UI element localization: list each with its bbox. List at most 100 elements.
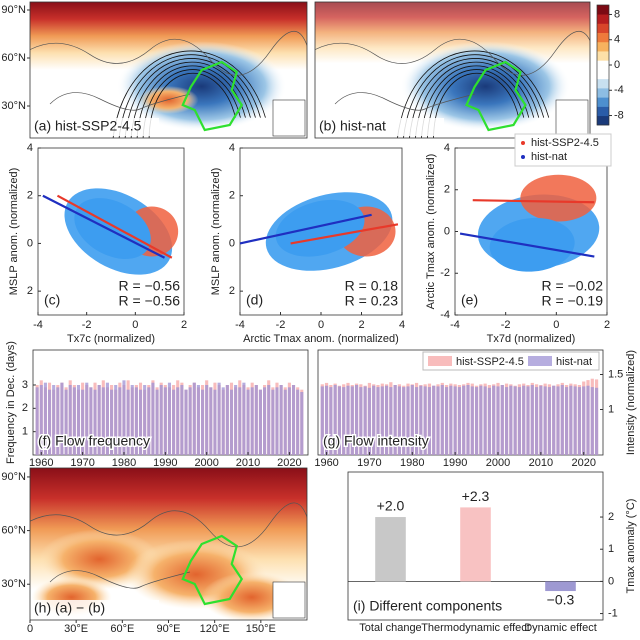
bar (509, 385, 513, 455)
x-tick-label: 2000 (194, 457, 218, 469)
bar (287, 387, 291, 455)
bar (573, 386, 577, 455)
bar (556, 386, 560, 455)
bar (410, 385, 414, 455)
y-axis-label: Arctic Tmax anom. (normalized) (425, 154, 437, 310)
regression-line (42, 194, 166, 259)
bar (534, 387, 539, 455)
bar (267, 385, 271, 455)
bar (460, 507, 491, 582)
colorbar-swatch (597, 115, 609, 126)
y-tick-label: 0 (444, 225, 450, 237)
bar (582, 386, 586, 455)
bar (196, 385, 200, 455)
region-outline (465, 60, 527, 132)
y-tick-label: 2 (22, 402, 28, 414)
x-tick-label: -2 (82, 319, 92, 331)
legend-box (422, 351, 600, 371)
bar (143, 385, 147, 455)
bar (60, 382, 64, 455)
bar (444, 387, 449, 455)
bar (363, 386, 367, 455)
y-tick-label: 2 (27, 190, 33, 202)
y-tick-label: 4 (27, 142, 33, 154)
x-tick-label: 0 (132, 319, 138, 331)
y-tick-label: 4 (229, 142, 235, 154)
bar (172, 389, 176, 455)
bar (209, 387, 213, 455)
bar (474, 387, 479, 455)
legend-label: hist-SSP2-4.5 (531, 137, 599, 149)
bar (389, 387, 393, 455)
bar (64, 389, 68, 455)
x-tick-label: 30°E (64, 623, 88, 635)
bar (246, 389, 250, 455)
y-tick-label: 30°N (1, 578, 26, 590)
bar (479, 385, 483, 455)
x-tick-label: 2010 (236, 457, 260, 469)
bar (545, 581, 576, 592)
contour (136, 65, 246, 138)
r-annotation: R = −0.56 (119, 278, 181, 294)
y-tick-label: 1.5 (608, 368, 623, 380)
bar (151, 382, 155, 455)
bar (200, 389, 205, 455)
x-tick-label: Dynamic effect (524, 622, 597, 634)
panel-label: (d) (246, 292, 263, 308)
r-annotation: R = 0.18 (345, 278, 399, 294)
y-axis-label: MSLP anom. (normalized) (210, 168, 222, 296)
bar (470, 386, 474, 455)
contour (130, 61, 251, 138)
bar (43, 382, 47, 455)
map-field (315, 2, 590, 138)
bar (176, 387, 180, 455)
y-tick-label: -8 (614, 109, 624, 121)
bar (543, 386, 547, 455)
legend-label: hist-nat (531, 151, 567, 163)
colorbar-swatch (597, 97, 609, 107)
r-annotation: R = −0.56 (119, 293, 181, 309)
bar (213, 389, 217, 455)
bar (258, 389, 262, 455)
bar (39, 385, 43, 455)
bar (167, 382, 172, 455)
point-cloud (64, 188, 179, 275)
x-tick-label: 1970 (357, 457, 381, 469)
x-tick-label: 1980 (112, 457, 136, 469)
legend-swatch (428, 356, 452, 366)
y-tick-label: 4 (614, 34, 620, 46)
legend-marker (521, 155, 525, 159)
bar (300, 392, 304, 455)
colorbar-swatch (597, 69, 609, 80)
colorbar-swatch (597, 60, 609, 70)
x-tick-label: -4 (33, 319, 43, 331)
value-label: −0.3 (547, 592, 575, 608)
bar (406, 386, 410, 455)
colorbar-swatch (597, 23, 609, 33)
map-field (30, 468, 307, 620)
bar (250, 387, 254, 455)
y-tick-label: 2 (229, 285, 235, 297)
bar (590, 387, 594, 455)
panel-title: (b) hist-nat (319, 118, 386, 134)
bar (457, 387, 462, 455)
bar (238, 387, 242, 455)
map-field (30, 2, 307, 138)
x-tick-label: Thermodynamic effect (421, 622, 530, 634)
bar (225, 385, 229, 455)
y-axis-label: Intensity (normalized) (625, 350, 637, 455)
bar (564, 387, 569, 455)
bar (500, 385, 504, 455)
inset (555, 99, 589, 137)
contour (433, 72, 520, 138)
bar (192, 382, 196, 455)
y-tick-label: -4 (614, 84, 624, 96)
y-tick-label: 30°N (1, 100, 26, 112)
y-tick-label: 1 (22, 426, 28, 438)
bar (526, 386, 530, 455)
bar (577, 387, 582, 455)
y-tick-label: -1 (608, 607, 618, 619)
panel-title: (h) (a) − (b) (34, 600, 105, 616)
